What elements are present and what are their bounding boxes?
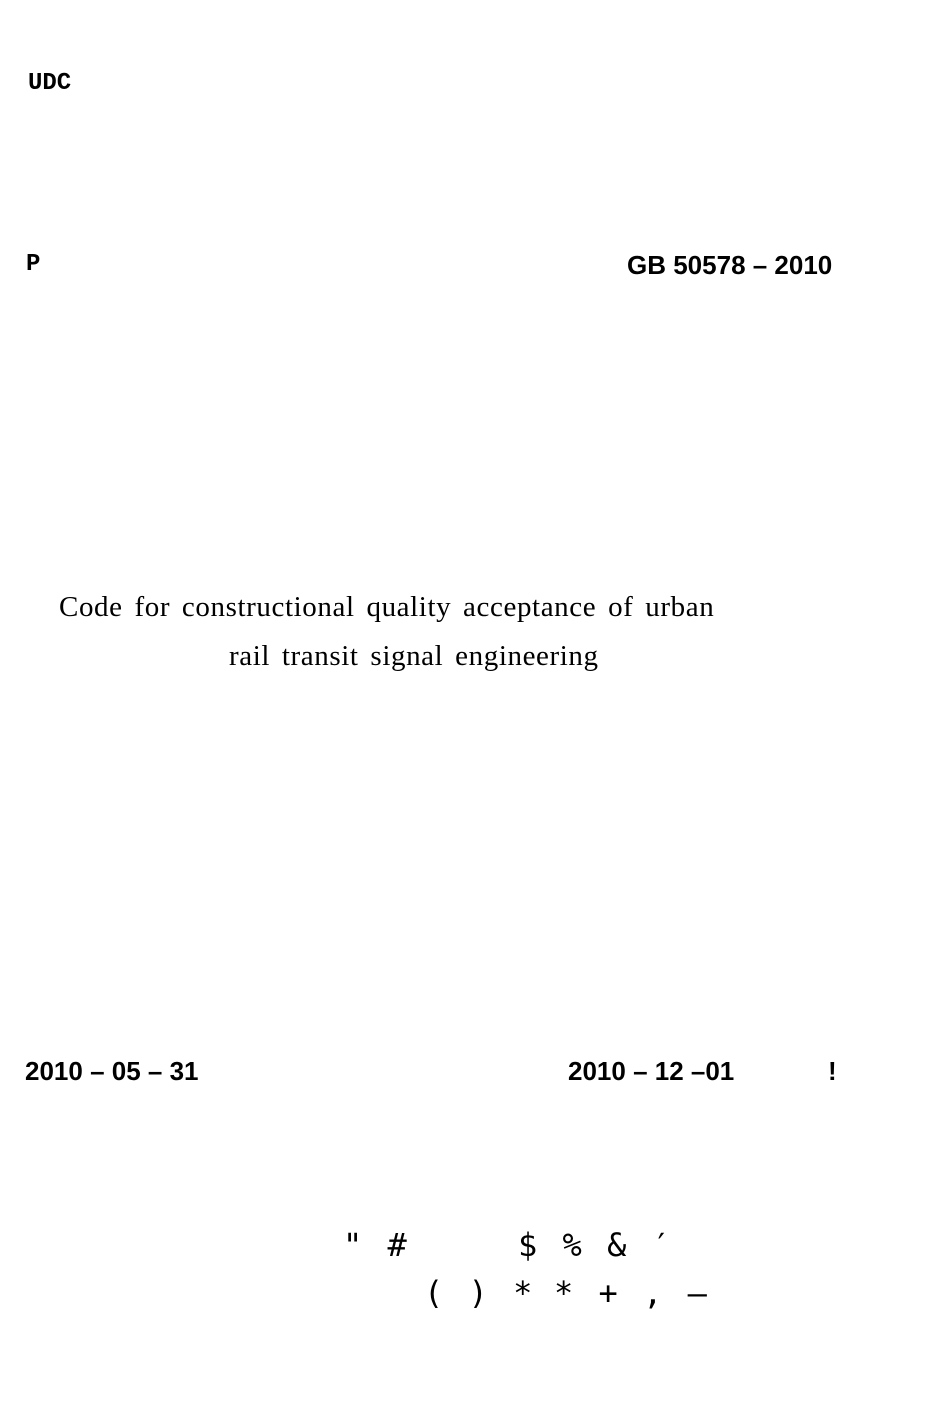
footer-line2-part1: ( ) * — [424, 1274, 533, 1312]
implementation-mark: ! — [828, 1056, 837, 1086]
category-code: P — [26, 251, 41, 278]
footer-line1-part1: " # — [343, 1226, 407, 1264]
footer-line1-part2: $ % & ′ — [518, 1226, 671, 1264]
udc-label: UDC — [28, 70, 72, 97]
footer-line2-part2: * + , — — [554, 1274, 707, 1312]
title-line-2: rail transit signal engineering — [229, 640, 599, 672]
title-line-1: Code for constructional quality acceptan… — [59, 591, 715, 623]
implementation-date: 2010 – 12 –01 — [568, 1056, 735, 1086]
standard-number: GB 50578 – 2010 — [627, 250, 833, 280]
issue-date: 2010 – 05 – 31 — [25, 1056, 199, 1086]
